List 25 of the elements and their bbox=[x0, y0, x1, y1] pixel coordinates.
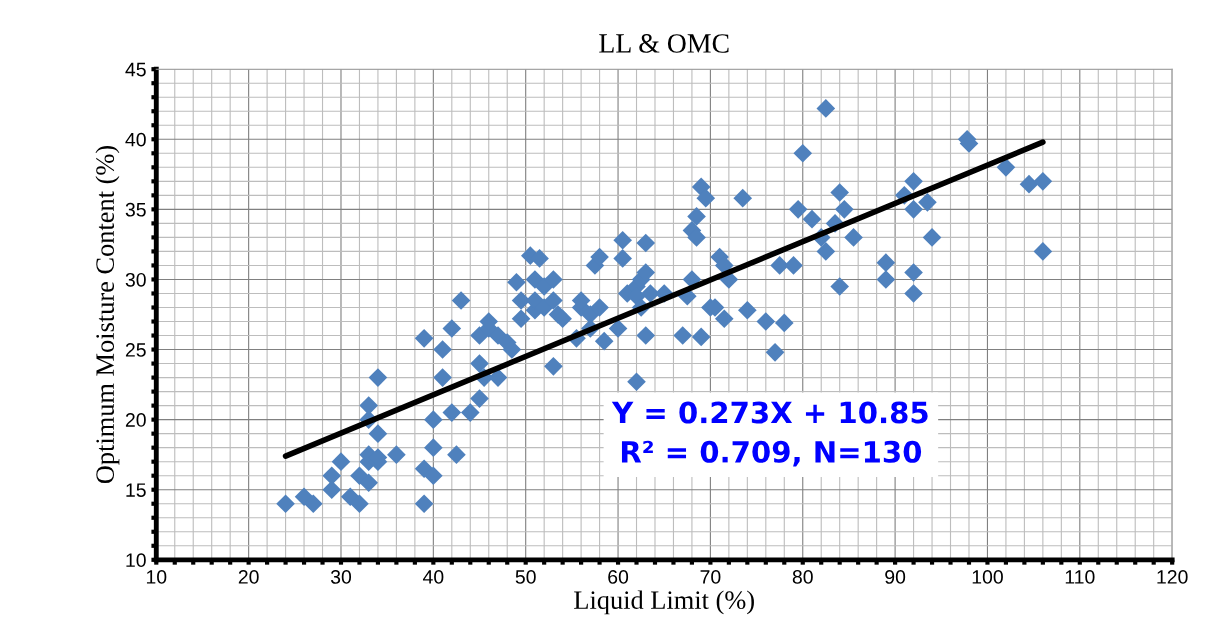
x-tick-label: 60 bbox=[608, 570, 629, 584]
x-tick-label: 110 bbox=[1065, 570, 1095, 584]
y-tick-label: 15 bbox=[126, 483, 146, 497]
chart-title: LL & OMC bbox=[599, 34, 729, 53]
y-tick-label: 20 bbox=[125, 413, 146, 427]
y-tick-label: 45 bbox=[125, 62, 146, 77]
x-tick-label: 40 bbox=[422, 570, 444, 584]
x-tick-label: 70 bbox=[700, 570, 721, 584]
x-tick-label: 120 bbox=[1157, 570, 1188, 584]
x-tick-label: 10 bbox=[146, 570, 167, 584]
x-tick-label: 90 bbox=[885, 570, 906, 584]
x-tick-label: 100 bbox=[972, 570, 1003, 584]
y-axis-title: Optimum Moisture Content (%) bbox=[95, 145, 120, 484]
x-tick-label: 20 bbox=[238, 570, 259, 584]
x-axis-title: Liquid Limit (%) bbox=[574, 590, 754, 615]
y-tick-label: 35 bbox=[125, 202, 146, 217]
annotation: R² = 0.709, N=130 bbox=[621, 440, 922, 467]
y-tick-label: 30 bbox=[125, 272, 146, 287]
x-tick-label: 30 bbox=[330, 570, 352, 584]
annotation: Y = 0.273X + 10.85 bbox=[611, 401, 928, 424]
x-tick-label: 50 bbox=[515, 570, 536, 584]
x-tick-label: 80 bbox=[792, 570, 813, 584]
y-tick-label: 40 bbox=[125, 132, 146, 147]
y-tick-label: 10 bbox=[126, 553, 146, 568]
y-tick-label: 25 bbox=[125, 343, 146, 357]
